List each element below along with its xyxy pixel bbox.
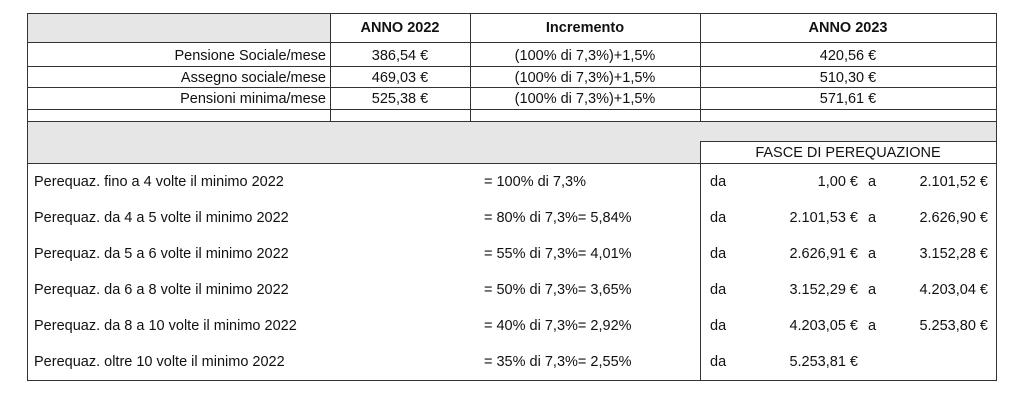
band-a: a xyxy=(868,174,877,190)
pension-increment: (100% di 7,3%)+1,5% xyxy=(514,48,656,64)
band-da: da xyxy=(710,282,727,298)
pension-increment: (100% di 7,3%)+1,5% xyxy=(514,91,656,107)
band-label: Perequaz. da 6 a 8 volte il minimo 2022 xyxy=(34,282,289,298)
grid-line xyxy=(28,163,996,164)
band-row: Perequaz. fino a 4 volte il minimo 2022 … xyxy=(28,164,996,201)
grid-line xyxy=(28,42,996,43)
band-da: da xyxy=(710,174,727,190)
band-row: Perequaz. da 6 a 8 volte il minimo 2022 … xyxy=(28,272,996,309)
grid-line xyxy=(700,141,996,142)
band-a: a xyxy=(868,210,877,226)
band-a: a xyxy=(868,318,877,334)
band-to xyxy=(888,344,988,381)
pension-2022: 525,38 € xyxy=(371,91,429,107)
header-year-2023: ANNO 2023 xyxy=(808,20,888,36)
grid-line xyxy=(700,14,701,121)
separator-band-left xyxy=(28,141,700,163)
band-label: Perequaz. da 5 a 6 volte il minimo 2022 xyxy=(34,246,289,262)
pension-2023: 420,56 € xyxy=(819,48,877,64)
band-a: a xyxy=(868,246,877,262)
grid-line xyxy=(470,14,471,121)
band-rate: = 50% di 7,3%= 3,65% xyxy=(484,282,632,298)
grid-line xyxy=(28,121,996,122)
band-da: da xyxy=(710,246,727,262)
band-from: 2.101,53 € xyxy=(789,210,858,226)
band-da: da xyxy=(710,210,727,226)
band-label: Perequaz. da 4 a 5 volte il minimo 2022 xyxy=(34,210,289,226)
band-from: 5.253,81 € xyxy=(789,354,858,370)
band-to: 2.626,90 € xyxy=(919,210,988,226)
grid-line xyxy=(28,87,996,88)
band-to: 2.101,52 € xyxy=(919,174,988,190)
band-da: da xyxy=(710,354,727,370)
band-row: Perequaz. oltre 10 volte il minimo 2022 … xyxy=(28,344,996,381)
band-row: Perequaz. da 8 a 10 volte il minimo 2022… xyxy=(28,308,996,345)
band-to: 4.203,04 € xyxy=(919,282,988,298)
band-row: Perequaz. da 4 a 5 volte il minimo 2022 … xyxy=(28,200,996,237)
band-row: Perequaz. da 5 a 6 volte il minimo 2022 … xyxy=(28,236,996,273)
band-from: 2.626,91 € xyxy=(789,246,858,262)
band-to: 5.253,80 € xyxy=(919,318,988,334)
band-from: 1,00 € xyxy=(817,174,858,190)
band-from: 4.203,05 € xyxy=(789,318,858,334)
pension-table: ANNO 2022 Incremento ANNO 2023 Pensione … xyxy=(27,13,997,381)
band-rate: = 40% di 7,3%= 2,92% xyxy=(484,318,632,334)
pension-2023: 571,61 € xyxy=(819,91,877,107)
band-from: 3.152,29 € xyxy=(789,282,858,298)
grid-line xyxy=(28,109,996,110)
separator-band xyxy=(28,121,996,141)
pension-label: Pensione Sociale/mese xyxy=(174,48,326,64)
band-rate: = 100% di 7,3% xyxy=(484,174,586,190)
band-rate: = 55% di 7,3%= 4,01% xyxy=(484,246,632,262)
band-label: Perequaz. fino a 4 volte il minimo 2022 xyxy=(34,174,284,190)
pension-2023: 510,30 € xyxy=(819,70,877,86)
grid-line xyxy=(330,14,331,121)
header-year-2022: ANNO 2022 xyxy=(360,20,440,36)
pension-2022: 386,54 € xyxy=(371,48,429,64)
band-label: Perequaz. da 8 a 10 volte il minimo 2022 xyxy=(34,318,297,334)
band-da: da xyxy=(710,318,727,334)
band-rate: = 35% di 7,3%= 2,55% xyxy=(484,354,632,370)
pension-2022: 469,03 € xyxy=(371,70,429,86)
grid-line xyxy=(700,141,701,380)
pension-label: Pensioni minima/mese xyxy=(180,91,326,107)
band-to: 3.152,28 € xyxy=(919,246,988,262)
band-label: Perequaz. oltre 10 volte il minimo 2022 xyxy=(34,354,285,370)
band-rate: = 80% di 7,3%= 5,84% xyxy=(484,210,632,226)
header-increment: Incremento xyxy=(545,20,625,36)
pension-increment: (100% di 7,3%)+1,5% xyxy=(514,70,656,86)
band-a: a xyxy=(868,282,877,298)
bands-title: FASCE DI PEREQUAZIONE xyxy=(755,145,941,161)
header-empty-cell xyxy=(28,14,330,42)
pension-label: Assegno sociale/mese xyxy=(180,70,326,86)
grid-line xyxy=(28,66,996,67)
